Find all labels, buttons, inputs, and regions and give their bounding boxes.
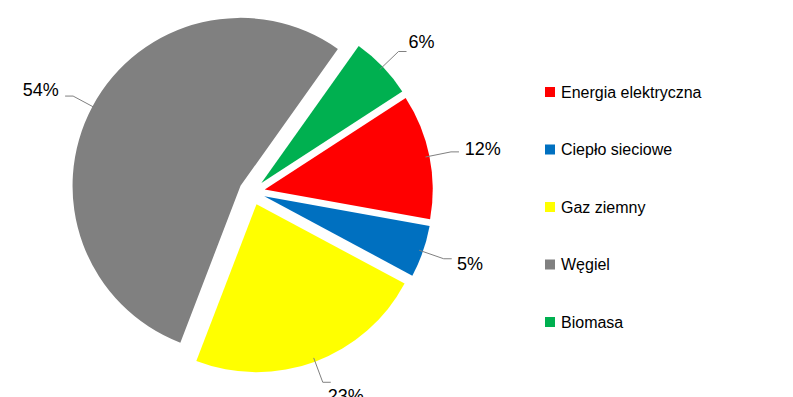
legend-swatch bbox=[545, 202, 555, 212]
data-label: 54% bbox=[23, 80, 59, 100]
leader-line bbox=[380, 51, 407, 69]
legend-label: Gaz ziemny bbox=[561, 199, 645, 216]
pie-slice bbox=[73, 18, 338, 343]
legend: Energia elektryczna Ciepło sieciowe Gaz zi… bbox=[545, 84, 702, 331]
legend-label: Energia elektryczna bbox=[561, 84, 702, 101]
legend-swatch bbox=[545, 87, 555, 97]
leader-line bbox=[65, 96, 96, 108]
data-label: 23% bbox=[328, 386, 364, 397]
pie bbox=[73, 18, 433, 372]
leader-line bbox=[419, 250, 452, 259]
leader-line bbox=[314, 358, 331, 382]
legend-swatch bbox=[545, 145, 555, 155]
legend-swatch bbox=[545, 317, 555, 327]
pie-slice bbox=[261, 46, 402, 183]
data-labels: 12% 5% 23% 54% 6% bbox=[23, 32, 501, 397]
legend-swatch bbox=[545, 260, 555, 270]
pie-slice bbox=[196, 204, 404, 372]
legend-label: Biomasa bbox=[561, 314, 623, 331]
legend-label: Ciepło sieciowe bbox=[561, 141, 672, 158]
legend-item: Węgiel bbox=[545, 256, 610, 273]
legend-item: Energia elektryczna bbox=[545, 84, 702, 101]
data-label: 6% bbox=[409, 32, 435, 52]
legend-item: Gaz ziemny bbox=[545, 199, 645, 216]
legend-item: Biomasa bbox=[545, 314, 623, 331]
legend-item: Ciepło sieciowe bbox=[545, 141, 672, 158]
legend-label: Węgiel bbox=[561, 256, 610, 273]
leader-line bbox=[426, 152, 459, 157]
data-label: 12% bbox=[465, 139, 501, 159]
data-label: 5% bbox=[457, 254, 483, 274]
chart: 12% 5% 23% 54% 6% Energia elektryczna Ciepło s… bbox=[0, 0, 793, 397]
